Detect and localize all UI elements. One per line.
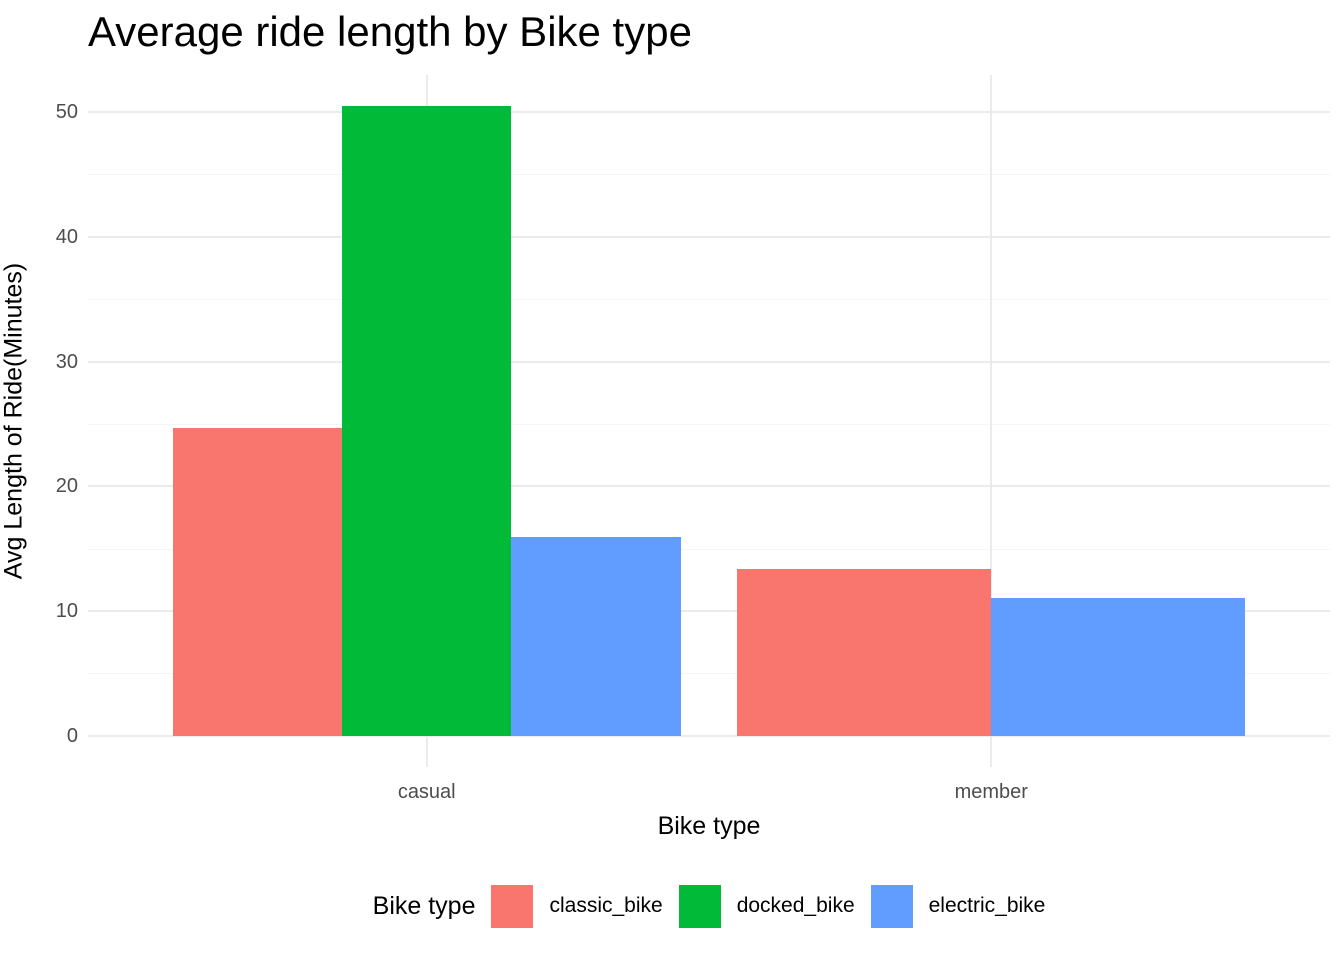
legend-label: electric_bike [928,894,1046,917]
y-gridline-major [88,734,1330,737]
legend-label: classic_bike [549,894,663,917]
y-tick-label: 40 [55,225,78,248]
y-gridline-major [88,360,1330,363]
y-tick-label: 50 [55,101,78,124]
category-gridline [990,75,993,767]
bar-casual-electric_bike [511,537,681,736]
legend-swatch-classic_bike [491,884,534,928]
y-gridline-minor [88,673,1330,675]
y-tick-label: 10 [55,599,78,622]
legend-items: classic_bike docked_bike electric_bike [491,884,1046,928]
bar-member-electric_bike [991,598,1246,736]
legend-item-docked_bike: docked_bike [678,884,855,928]
x-tick-label-member: member [954,781,1028,803]
y-gridline-major [88,111,1330,114]
y-gridline-minor [88,548,1330,550]
legend-swatch-docked_bike [678,884,721,928]
legend-label: docked_bike [736,894,855,917]
legend-item-electric_bike: electric_bike [870,884,1046,928]
y-gridline-major [88,235,1330,238]
legend-item-classic_bike: classic_bike [491,884,663,928]
bar-casual-classic_bike [172,427,343,736]
plot-panel [88,75,1330,767]
x-tick-label-casual: casual [397,781,456,803]
y-gridline-minor [88,299,1330,301]
y-tick-label: 20 [55,475,78,498]
y-gridline-minor [88,423,1330,425]
legend-swatch-electric_bike [870,884,913,928]
y-tick-label: 30 [55,350,78,373]
chart-title: Average ride length by Bike type [88,8,692,55]
y-gridline-major [88,485,1330,488]
legend: Bike type classic_bike docked_bike electri… [88,878,1330,934]
bar-casual-docked_bike [342,105,512,736]
y-gridline-minor [88,174,1330,176]
x-axis-title: Bike type [657,812,761,840]
legend-title: Bike type [372,891,476,920]
y-gridline-major [88,609,1330,612]
bar-member-classic_bike [737,568,992,736]
y-tick-label: 0 [66,724,78,747]
y-axis-title: Avg Length of Ride(Minutes) [0,262,28,580]
